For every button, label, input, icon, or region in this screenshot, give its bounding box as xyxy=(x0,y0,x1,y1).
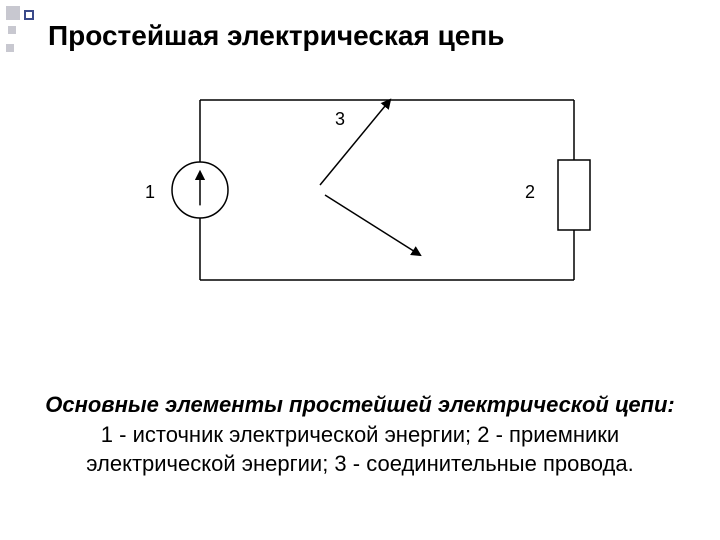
svg-text:1: 1 xyxy=(145,182,155,202)
caption: Основные элементы простейшей электрическ… xyxy=(30,390,690,479)
deco-square xyxy=(8,26,16,34)
caption-body: 1 - источник электрической энергии; 2 - … xyxy=(86,422,633,477)
caption-heading: Основные элементы простейшей электрическ… xyxy=(45,392,675,417)
svg-text:2: 2 xyxy=(525,182,535,202)
page-title: Простейшая электрическая цепь xyxy=(48,20,505,52)
svg-text:3: 3 xyxy=(335,109,345,129)
deco-square xyxy=(6,44,14,52)
deco-square-outline xyxy=(24,10,34,20)
deco-square xyxy=(6,6,20,20)
circuit-diagram: 1 2 3 xyxy=(90,80,630,320)
